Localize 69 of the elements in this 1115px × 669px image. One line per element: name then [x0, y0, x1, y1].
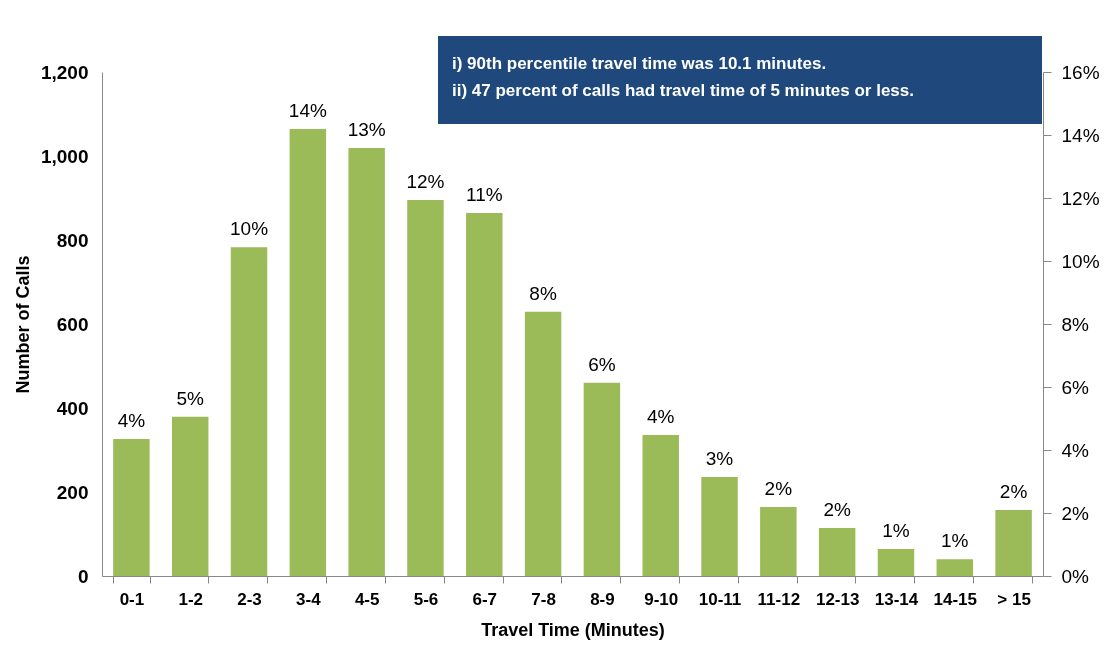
y-tick-label: 400: [56, 397, 89, 419]
text-box: i) 90th percentile travel time was 10.1 minutes. ii) 47 percent of calls had travel time of 5 minutes or less.: [438, 36, 1042, 124]
annotation: 5%: [176, 387, 205, 409]
bar: [701, 476, 738, 576]
annotation: 2%: [764, 478, 793, 500]
bar: [936, 559, 974, 576]
annotation: 14%: [288, 100, 327, 122]
bar: [583, 382, 621, 576]
x-tick-label: 0-1: [119, 589, 145, 609]
x-tick-label: 1-2: [178, 589, 204, 609]
y2-tick-label: 4%: [1061, 439, 1090, 461]
annotation: 4%: [646, 405, 675, 427]
x-tick-label: 4-5: [354, 589, 380, 609]
x-tick-label: 2-3: [237, 589, 262, 609]
bar: [877, 549, 915, 576]
bar: [995, 510, 1032, 576]
x-tick-label: 10-11: [698, 589, 742, 609]
x-tick-label: 6-7: [472, 589, 498, 609]
x-tick-label: 13-14: [874, 589, 919, 609]
y2-tick-label: 10%: [1061, 250, 1100, 272]
annotation: 10%: [230, 218, 269, 240]
y-tick-label: 0: [77, 565, 89, 587]
x-tick-label: 3-4: [296, 589, 322, 609]
y2-tick-label: 12%: [1061, 187, 1100, 209]
annotation: 8%: [529, 282, 557, 304]
x-axis-title: Travel Time (Minutes): [481, 619, 665, 640]
bar: [348, 148, 385, 576]
annotation: 2%: [999, 481, 1028, 503]
bar: [642, 434, 679, 576]
y2-tick-label: 2%: [1061, 502, 1090, 524]
bar: [818, 528, 856, 576]
y-tick-label: 200: [56, 481, 89, 503]
x-tick-label: 8-9: [590, 589, 615, 609]
annotation: ii) 47 percent of calls had travel time of 5 minutes or less.: [452, 80, 915, 102]
x-tick-label: 9-10: [644, 589, 679, 609]
annotation: 13%: [347, 119, 386, 141]
y-tick-label: 800: [56, 229, 89, 251]
x-tick-label: 7-8: [531, 589, 556, 609]
annotation: 12%: [406, 171, 445, 193]
y-tick-label: 1,200: [40, 61, 89, 83]
x-tick-label: 14-15: [933, 589, 978, 609]
y-axis-title: Number of Calls: [12, 255, 33, 394]
bar: [113, 439, 150, 576]
x-tick-label: > 15: [997, 589, 1031, 609]
bar: [407, 200, 444, 576]
annotation: 3%: [705, 447, 734, 469]
y2-tick-label: 8%: [1061, 313, 1090, 335]
y2-tick-label: 16%: [1061, 61, 1100, 83]
bar: [230, 247, 268, 576]
bar: [760, 507, 797, 576]
annotation: 1%: [882, 520, 910, 542]
x-tick-label: 11-12: [757, 589, 801, 609]
annotation: 2%: [823, 499, 851, 521]
y2-tick-label: 14%: [1061, 124, 1100, 146]
annotation: 4%: [117, 410, 146, 432]
bar: [171, 416, 209, 576]
y-tick-label: 1,000: [40, 145, 89, 167]
annotation: 11%: [465, 184, 503, 206]
y2-tick-label: 6%: [1061, 376, 1090, 398]
bar: [466, 213, 503, 576]
y-tick-label: 600: [56, 313, 89, 335]
bar: [289, 129, 327, 576]
bar: [524, 311, 562, 576]
x-tick-label: 12-13: [815, 589, 860, 609]
annotation: i) 90th percentile travel time was 10.1 minutes.: [452, 53, 828, 75]
annotation: 6%: [588, 353, 616, 375]
annotation: 1%: [941, 530, 969, 552]
x-tick-label: 5-6: [413, 589, 439, 609]
y2-tick-label: 0%: [1061, 565, 1090, 587]
